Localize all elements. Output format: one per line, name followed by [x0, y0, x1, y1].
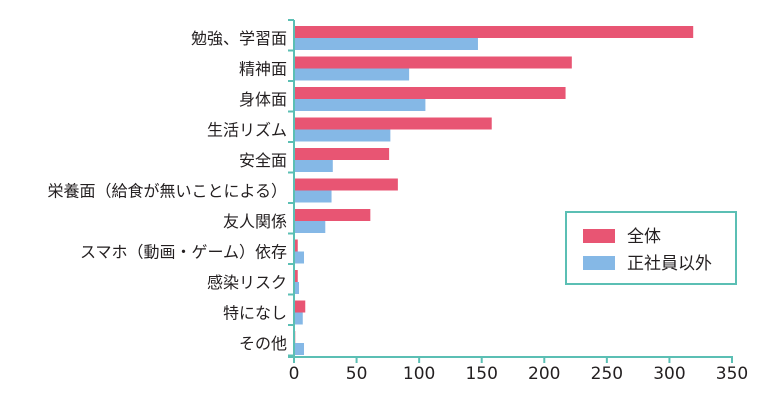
bar-all [294, 300, 306, 313]
category-label: 感染リスク [207, 273, 287, 292]
category-label: スマホ（動画・ゲーム）依存 [80, 243, 287, 262]
x-tick-labels: 0 50 100 150 200 250 300 350 [289, 364, 749, 384]
bar-all [294, 178, 398, 191]
category-label: 精神面 [239, 60, 287, 79]
x-tick-label: 0 [289, 364, 300, 384]
bars-layer [294, 26, 694, 355]
bar-all [294, 270, 298, 282]
bar-non-regular [294, 68, 410, 81]
bar-all [294, 148, 390, 160]
bar-non-regular [294, 129, 391, 142]
category-label: 安全面 [239, 151, 287, 170]
legend-swatch-non-regular [583, 256, 615, 270]
bar-all [294, 56, 572, 69]
bar-all [294, 87, 566, 99]
bar-non-regular [294, 160, 333, 172]
bar-all [294, 239, 298, 252]
legend-box [565, 211, 737, 285]
bar-non-regular [294, 312, 303, 325]
bar-non-regular [294, 99, 426, 111]
bar-non-regular [294, 221, 326, 233]
x-tick-label: 50 [346, 364, 368, 384]
bar-non-regular [294, 343, 305, 355]
x-tick-label: 300 [653, 364, 685, 384]
legend-label-all: 全体 [627, 227, 661, 247]
bar-all [294, 117, 492, 130]
bar-all [294, 209, 371, 221]
category-label: 勉強、学習面 [191, 29, 287, 48]
x-tick-label: 200 [528, 364, 560, 384]
x-tick-label: 250 [591, 364, 623, 384]
category-label: 特になし [223, 304, 287, 323]
category-label: 生活リズム [207, 121, 287, 140]
category-label: その他 [239, 334, 287, 353]
legend-label-non-regular: 正社員以外 [627, 254, 712, 274]
bar-non-regular [294, 38, 478, 50]
x-tick-label: 350 [716, 364, 748, 384]
axes-layer [288, 19, 733, 363]
category-label: 身体面 [239, 90, 287, 109]
bar-non-regular [294, 251, 305, 264]
bar-non-regular [294, 282, 300, 294]
bar-non-regular [294, 190, 332, 203]
bar-all [294, 26, 694, 38]
legend-swatch-all [583, 229, 615, 243]
x-tick-label: 100 [403, 364, 435, 384]
x-tick-label: 150 [465, 364, 497, 384]
category-label: 友人関係 [223, 212, 287, 231]
category-label: 栄養面（給食が無いことによる） [47, 182, 287, 201]
legend: 全体 正社員以外 [565, 211, 737, 285]
